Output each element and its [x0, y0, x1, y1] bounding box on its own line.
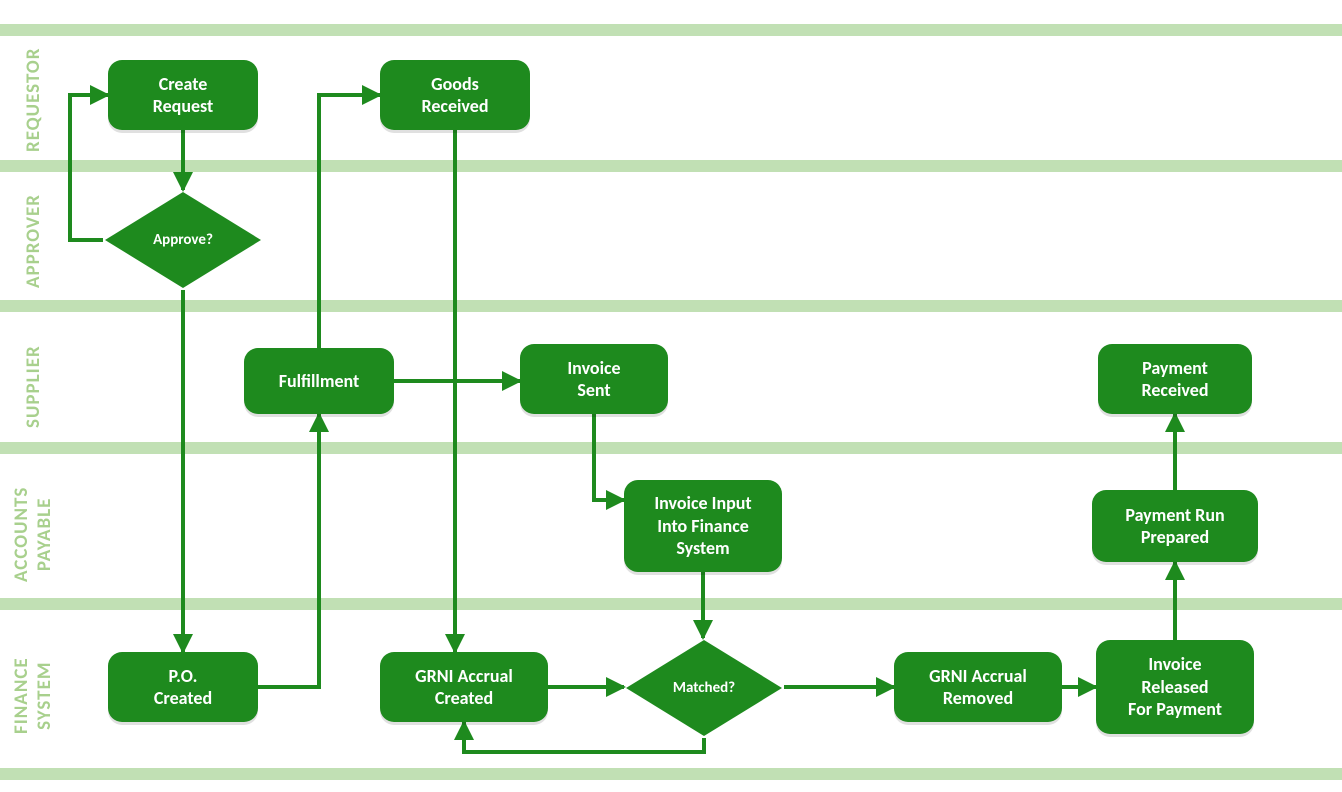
- node-invoice-input: Invoice Input Into Finance System: [624, 480, 782, 572]
- node-payment-run: Payment Run Prepared: [1092, 490, 1258, 562]
- node-invoice-released: Invoice Released For Payment: [1096, 640, 1254, 734]
- node-invoice-sent: Invoice Sent: [520, 344, 668, 414]
- node-create-request: Create Request: [108, 60, 258, 130]
- lane-label-requestor: REQUESTOR: [22, 48, 45, 152]
- decision-label: Approve?: [103, 190, 263, 290]
- lane-band: [0, 300, 1342, 312]
- edge-po-to-fulfillment: [258, 414, 319, 687]
- lane-band: [0, 160, 1342, 172]
- lane-band: [0, 598, 1342, 610]
- lane-band: [0, 768, 1342, 780]
- node-payment-received: Payment Received: [1098, 344, 1252, 414]
- node-po-created: P.O. Created: [108, 652, 258, 722]
- node-approve-decision: Approve?: [103, 190, 263, 290]
- lane-label-accounts-payable: ACCOUNTS PAYABLE: [10, 487, 56, 582]
- node-fulfillment: Fulfillment: [244, 348, 394, 414]
- decision-label: Matched?: [624, 638, 784, 738]
- node-grni-removed: GRNI Accrual Removed: [894, 652, 1062, 722]
- lane-label-supplier: SUPPLIER: [22, 345, 45, 428]
- node-goods-received: Goods Received: [380, 60, 530, 130]
- edge-invoice-to-input: [594, 414, 624, 500]
- lane-label-approver: APPROVER: [22, 194, 45, 288]
- lane-label-finance-system: FINANCE SYSTEM: [10, 657, 56, 734]
- node-matched-decision: Matched?: [624, 638, 784, 738]
- lane-band: [0, 24, 1342, 36]
- node-grni-created: GRNI Accrual Created: [380, 652, 548, 722]
- lane-band: [0, 442, 1342, 454]
